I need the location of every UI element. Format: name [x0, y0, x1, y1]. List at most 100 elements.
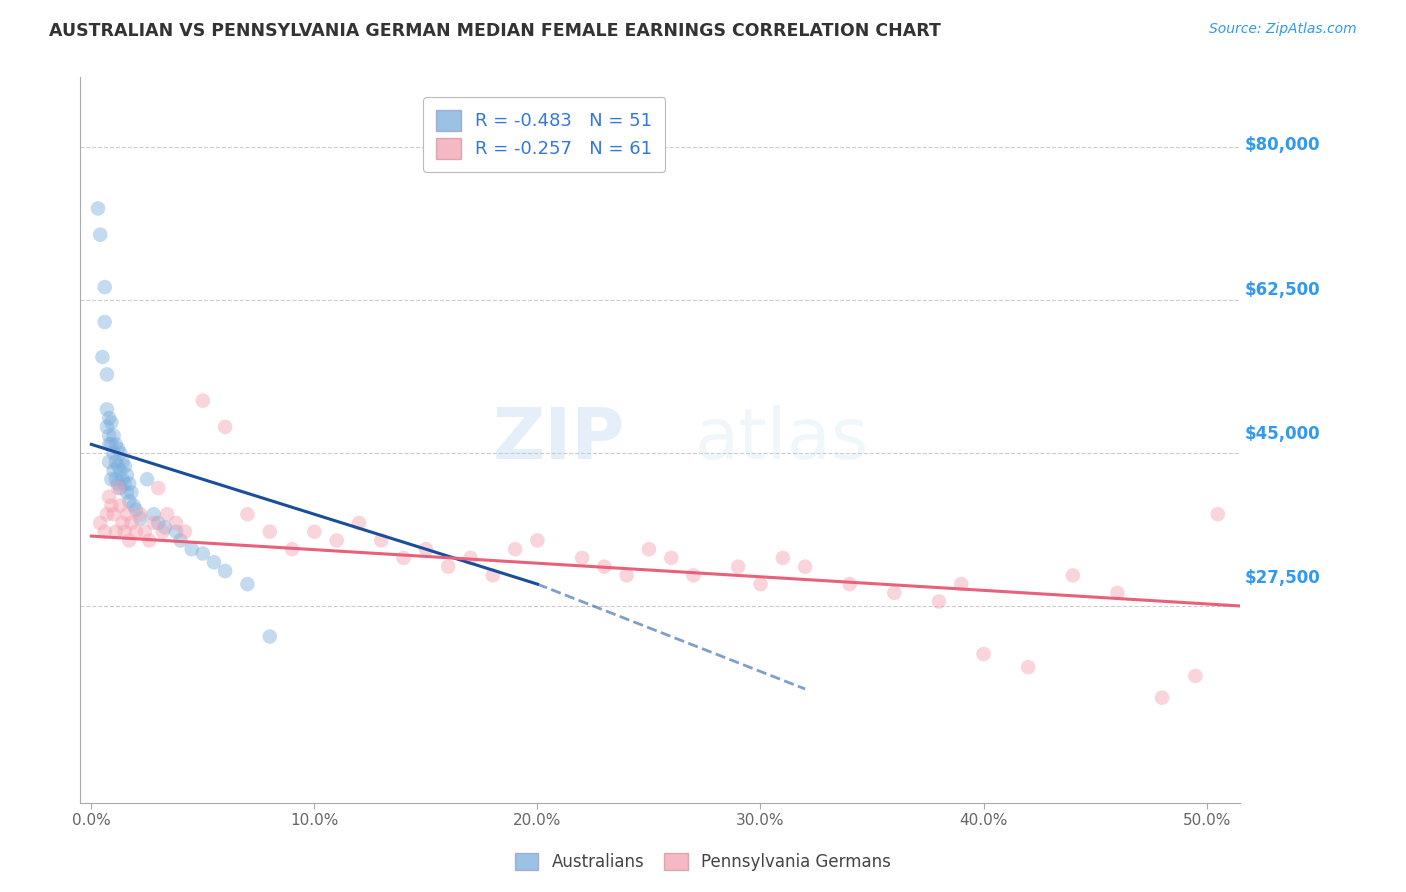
Point: [129, 507, 152, 521]
Point: [460, 550, 482, 565]
Legend: R = -0.483   N = 51, R = -0.257   N = 61: R = -0.483 N = 51, R = -0.257 N = 61: [423, 97, 665, 171]
Point: [1184, 669, 1206, 683]
Point: [122, 499, 145, 513]
Point: [104, 455, 127, 469]
Point: [169, 533, 191, 548]
Point: [437, 559, 460, 574]
Point: [202, 555, 225, 569]
Point: [616, 568, 638, 582]
Point: [526, 533, 548, 548]
Point: [772, 550, 794, 565]
Point: [259, 630, 281, 644]
Point: [883, 586, 905, 600]
Point: [838, 577, 860, 591]
Point: [110, 481, 132, 495]
Point: [98, 437, 121, 451]
Point: [165, 524, 187, 539]
Point: [89, 227, 111, 242]
Legend: Australians, Pennsylvania Germans: Australians, Pennsylvania Germans: [506, 845, 900, 880]
Point: [89, 516, 111, 530]
Point: [973, 647, 995, 661]
Point: [191, 547, 214, 561]
Point: [142, 507, 165, 521]
Point: [118, 494, 141, 508]
Point: [110, 464, 132, 478]
Point: [749, 577, 772, 591]
Text: Source: ZipAtlas.com: Source: ZipAtlas.com: [1209, 22, 1357, 37]
Point: [148, 481, 170, 495]
Point: [107, 442, 129, 456]
Point: [110, 446, 132, 460]
Point: [142, 516, 165, 530]
Point: [120, 516, 142, 530]
Point: [107, 481, 129, 495]
Point: [129, 511, 152, 525]
Point: [100, 472, 122, 486]
Point: [111, 455, 134, 469]
Point: [304, 524, 326, 539]
Point: [110, 499, 132, 513]
Point: [114, 524, 136, 539]
Point: [727, 559, 749, 574]
Point: [503, 542, 526, 557]
Point: [115, 467, 138, 482]
Point: [96, 402, 118, 417]
Point: [120, 485, 142, 500]
Point: [114, 459, 136, 474]
Point: [214, 420, 236, 434]
Point: [191, 393, 214, 408]
Point: [104, 437, 127, 451]
Point: [214, 564, 236, 578]
Point: [415, 542, 437, 557]
Point: [111, 472, 134, 486]
Point: [96, 507, 118, 521]
Point: [659, 550, 682, 565]
Point: [1062, 568, 1084, 582]
Point: [347, 516, 370, 530]
Point: [125, 524, 148, 539]
Point: [928, 594, 950, 608]
Point: [104, 472, 127, 486]
Point: [98, 428, 121, 442]
Point: [111, 516, 134, 530]
Point: [136, 472, 159, 486]
Point: [100, 416, 122, 430]
Point: [98, 411, 121, 425]
Text: atlas: atlas: [695, 406, 869, 475]
Point: [370, 533, 392, 548]
Point: [114, 476, 136, 491]
Point: [98, 490, 121, 504]
Point: [148, 516, 170, 530]
Point: [153, 520, 176, 534]
Point: [125, 503, 148, 517]
Point: [107, 459, 129, 474]
Point: [593, 559, 616, 574]
Point: [100, 437, 122, 451]
Point: [96, 368, 118, 382]
Point: [93, 280, 115, 294]
Text: AUSTRALIAN VS PENNSYLVANIA GERMAN MEDIAN FEMALE EARNINGS CORRELATION CHART: AUSTRALIAN VS PENNSYLVANIA GERMAN MEDIAN…: [49, 22, 941, 40]
Point: [152, 524, 174, 539]
Point: [165, 516, 187, 530]
Point: [1107, 586, 1129, 600]
Point: [236, 507, 259, 521]
Point: [103, 507, 125, 521]
Point: [1017, 660, 1039, 674]
Point: [96, 420, 118, 434]
Point: [118, 476, 141, 491]
Point: [638, 542, 661, 557]
Point: [571, 550, 593, 565]
Point: [138, 533, 160, 548]
Point: [180, 542, 202, 557]
Point: [93, 524, 115, 539]
Text: ZIP: ZIP: [494, 406, 626, 475]
Point: [281, 542, 304, 557]
Point: [115, 485, 138, 500]
Point: [392, 550, 415, 565]
Point: [107, 476, 129, 491]
Point: [103, 428, 125, 442]
Point: [103, 464, 125, 478]
Point: [115, 507, 138, 521]
Point: [98, 455, 121, 469]
Point: [1206, 507, 1229, 521]
